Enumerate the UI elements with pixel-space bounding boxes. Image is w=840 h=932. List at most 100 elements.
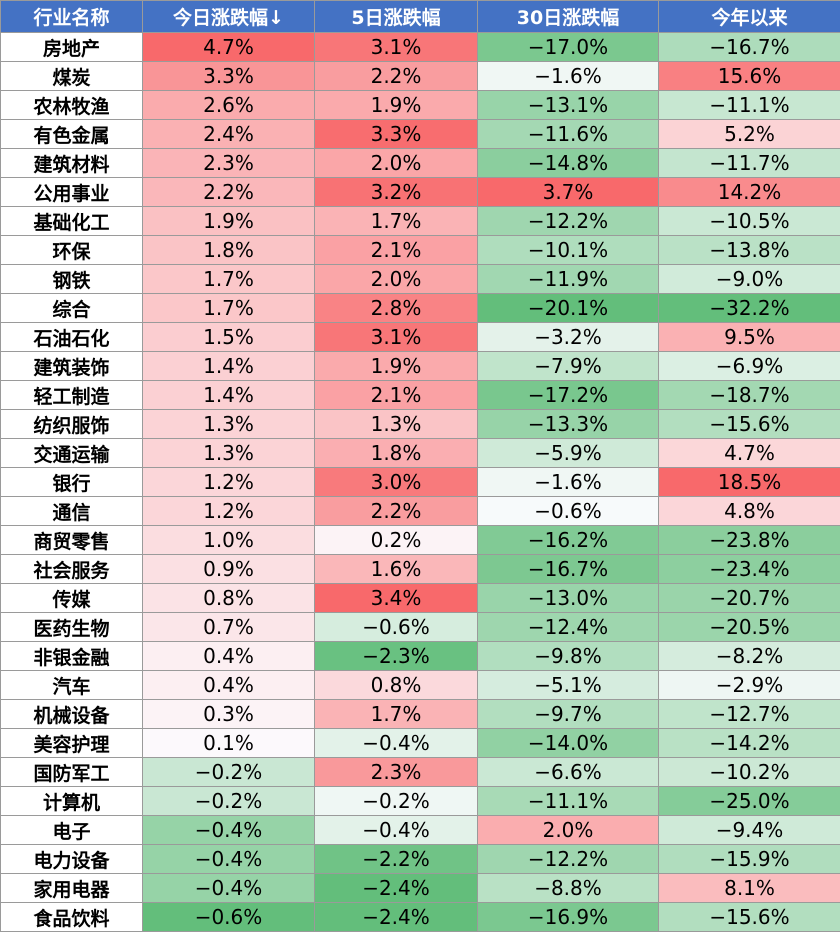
30day-change-cell: 2.0% bbox=[478, 816, 659, 845]
column-header-5day-change[interactable]: 5日涨跌幅 bbox=[315, 1, 478, 33]
industry-name-cell: 石油石化 bbox=[1, 323, 143, 352]
ytd-change-cell: 4.8% bbox=[659, 497, 840, 526]
30day-change-cell: −6.6% bbox=[478, 758, 659, 787]
table-row: 电子−0.4%−0.4%2.0%−9.4% bbox=[1, 816, 840, 845]
industry-name-cell: 公用事业 bbox=[1, 178, 143, 207]
30day-change-cell: −1.6% bbox=[478, 62, 659, 91]
5day-change-cell: 1.9% bbox=[315, 352, 478, 381]
5day-change-cell: −2.2% bbox=[315, 845, 478, 874]
today-change-cell: 0.4% bbox=[143, 642, 315, 671]
5day-change-cell: 1.3% bbox=[315, 410, 478, 439]
industry-name-cell: 商贸零售 bbox=[1, 526, 143, 555]
ytd-change-cell: 8.1% bbox=[659, 874, 840, 903]
today-change-cell: 1.0% bbox=[143, 526, 315, 555]
ytd-change-cell: −2.9% bbox=[659, 671, 840, 700]
today-change-cell: 2.4% bbox=[143, 120, 315, 149]
5day-change-cell: 1.7% bbox=[315, 700, 478, 729]
5day-change-cell: 0.2% bbox=[315, 526, 478, 555]
industry-name-cell: 美容护理 bbox=[1, 729, 143, 758]
today-change-cell: 1.8% bbox=[143, 236, 315, 265]
column-header-30day-change[interactable]: 30日涨跌幅 bbox=[478, 1, 659, 33]
30day-change-cell: −16.2% bbox=[478, 526, 659, 555]
industry-name-cell: 轻工制造 bbox=[1, 381, 143, 410]
5day-change-cell: 2.0% bbox=[315, 265, 478, 294]
industry-name-cell: 纺织服饰 bbox=[1, 410, 143, 439]
industry-name-cell: 有色金属 bbox=[1, 120, 143, 149]
30day-change-cell: −17.0% bbox=[478, 33, 659, 62]
industry-name-cell: 房地产 bbox=[1, 33, 143, 62]
industry-name-cell: 汽车 bbox=[1, 671, 143, 700]
industry-name-cell: 煤炭 bbox=[1, 62, 143, 91]
ytd-change-cell: 18.5% bbox=[659, 468, 840, 497]
industry-name-cell: 医药生物 bbox=[1, 613, 143, 642]
industry-name-cell: 银行 bbox=[1, 468, 143, 497]
30day-change-cell: −3.2% bbox=[478, 323, 659, 352]
industry-name-cell: 电力设备 bbox=[1, 845, 143, 874]
30day-change-cell: 3.7% bbox=[478, 178, 659, 207]
ytd-change-cell: 9.5% bbox=[659, 323, 840, 352]
column-header-ytd-change[interactable]: 今年以来 bbox=[659, 1, 840, 33]
30day-change-cell: −13.1% bbox=[478, 91, 659, 120]
30day-change-cell: −11.1% bbox=[478, 787, 659, 816]
industry-name-cell: 家用电器 bbox=[1, 874, 143, 903]
5day-change-cell: −0.2% bbox=[315, 787, 478, 816]
today-change-cell: 2.2% bbox=[143, 178, 315, 207]
30day-change-cell: −5.1% bbox=[478, 671, 659, 700]
table-row: 计算机−0.2%−0.2%−11.1%−25.0% bbox=[1, 787, 840, 816]
today-change-cell: 0.8% bbox=[143, 584, 315, 613]
30day-change-cell: −16.7% bbox=[478, 555, 659, 584]
today-change-cell: 1.3% bbox=[143, 439, 315, 468]
today-change-cell: 1.2% bbox=[143, 468, 315, 497]
today-change-cell: 0.3% bbox=[143, 700, 315, 729]
today-change-cell: 1.7% bbox=[143, 265, 315, 294]
5day-change-cell: −0.4% bbox=[315, 729, 478, 758]
ytd-change-cell: −10.5% bbox=[659, 207, 840, 236]
column-header-today-change[interactable]: 今日涨跌幅↓ bbox=[143, 1, 315, 33]
ytd-change-cell: −18.7% bbox=[659, 381, 840, 410]
today-change-cell: 0.7% bbox=[143, 613, 315, 642]
5day-change-cell: 0.8% bbox=[315, 671, 478, 700]
industry-name-cell: 交通运输 bbox=[1, 439, 143, 468]
ytd-change-cell: −15.9% bbox=[659, 845, 840, 874]
industry-name-cell: 农林牧渔 bbox=[1, 91, 143, 120]
30day-change-cell: −12.4% bbox=[478, 613, 659, 642]
industry-name-cell: 计算机 bbox=[1, 787, 143, 816]
ytd-change-cell: −12.7% bbox=[659, 700, 840, 729]
column-header-industry: 行业名称 bbox=[1, 1, 143, 33]
industry-name-cell: 社会服务 bbox=[1, 555, 143, 584]
30day-change-cell: −9.8% bbox=[478, 642, 659, 671]
5day-change-cell: 1.8% bbox=[315, 439, 478, 468]
ytd-change-cell: −11.7% bbox=[659, 149, 840, 178]
today-change-cell: −0.4% bbox=[143, 816, 315, 845]
today-change-cell: −0.2% bbox=[143, 787, 315, 816]
industry-name-cell: 食品饮料 bbox=[1, 903, 143, 932]
today-change-cell: −0.2% bbox=[143, 758, 315, 787]
5day-change-cell: 2.1% bbox=[315, 381, 478, 410]
ytd-change-cell: −16.7% bbox=[659, 33, 840, 62]
30day-change-cell: −8.8% bbox=[478, 874, 659, 903]
30day-change-cell: −11.6% bbox=[478, 120, 659, 149]
today-change-cell: 1.4% bbox=[143, 381, 315, 410]
industry-name-cell: 通信 bbox=[1, 497, 143, 526]
today-change-cell: −0.6% bbox=[143, 903, 315, 932]
30day-change-cell: −17.2% bbox=[478, 381, 659, 410]
5day-change-cell: 2.0% bbox=[315, 149, 478, 178]
ytd-change-cell: −10.2% bbox=[659, 758, 840, 787]
ytd-change-cell: −15.6% bbox=[659, 410, 840, 439]
30day-change-cell: −12.2% bbox=[478, 845, 659, 874]
5day-change-cell: 1.6% bbox=[315, 555, 478, 584]
